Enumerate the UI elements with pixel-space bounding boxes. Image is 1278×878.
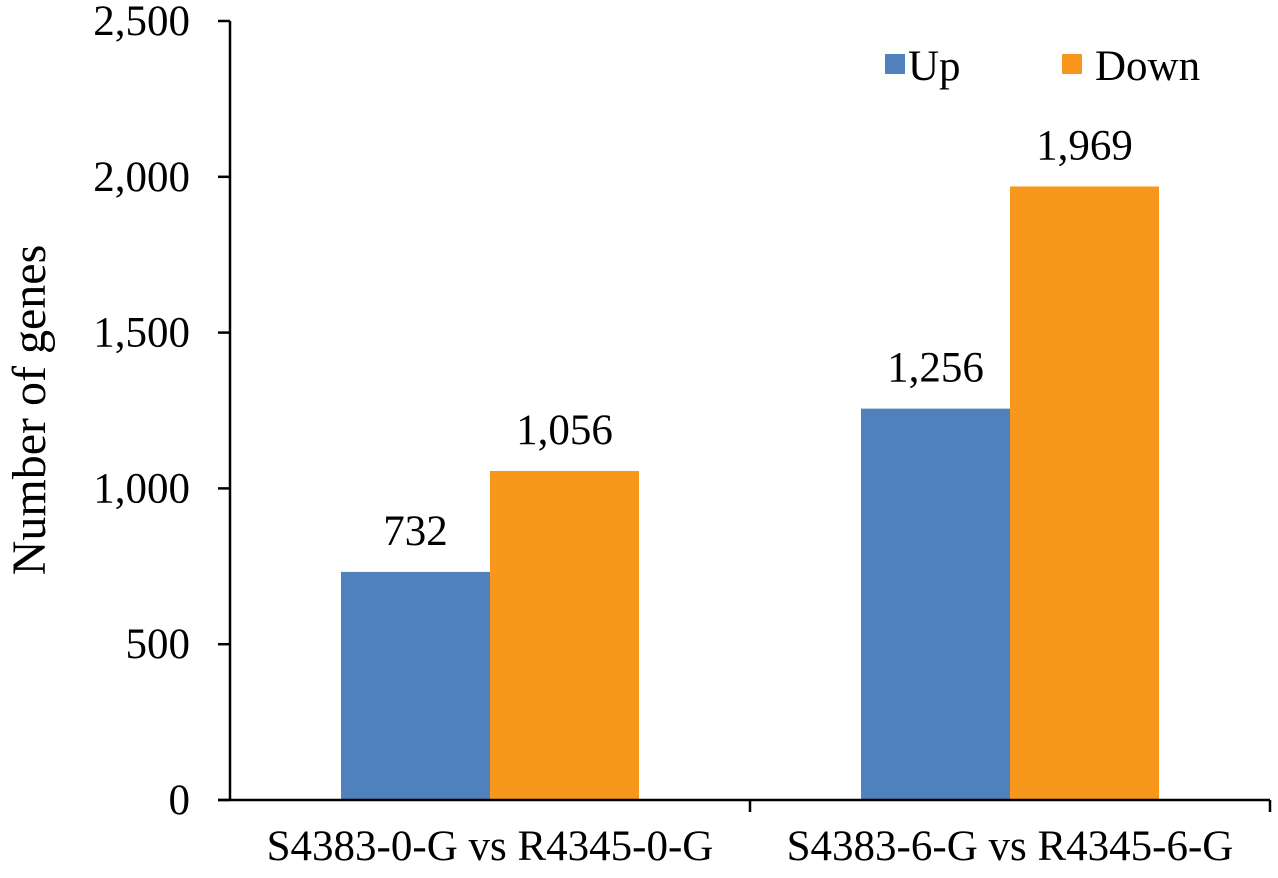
legend: Up Down (885, 43, 1200, 90)
x-tick-label-1: S4383-0-G vs R4345-0-G (267, 823, 714, 870)
bar-up-1 (341, 571, 490, 800)
data-label-down-2: 1,969 (1036, 122, 1133, 169)
data-label-down-1: 1,056 (516, 407, 613, 454)
legend-label-up: Up (908, 43, 961, 90)
y-tick-label-1: 500 (126, 621, 191, 668)
legend-label-down: Down (1095, 43, 1200, 90)
data-label-up-1: 732 (383, 508, 448, 555)
bar-up-2 (861, 408, 1010, 800)
y-axis-title: Number of genes (3, 245, 56, 576)
y-tick-label-3: 1,500 (93, 310, 190, 357)
legend-swatch-up (885, 54, 905, 74)
y-tick-label-2: 1,000 (93, 465, 190, 512)
legend-swatch-down (1062, 54, 1082, 74)
y-tick-label-0: 0 (169, 777, 191, 824)
bar-down-1 (490, 470, 639, 800)
bar-down-2 (1010, 186, 1159, 800)
x-tick-label-2: S4383-6-G vs R4345-6-G (787, 823, 1234, 870)
plot-area: 732 1,056 1,256 1,969 (341, 122, 1159, 800)
y-tick-label-4: 2,000 (93, 154, 190, 201)
y-tick-label-5: 2,500 (93, 0, 190, 45)
axes: S4383-0-G vs R4345-0-G S4383-6-G vs R4345… (93, 0, 1272, 870)
data-label-up-2: 1,256 (887, 345, 984, 392)
